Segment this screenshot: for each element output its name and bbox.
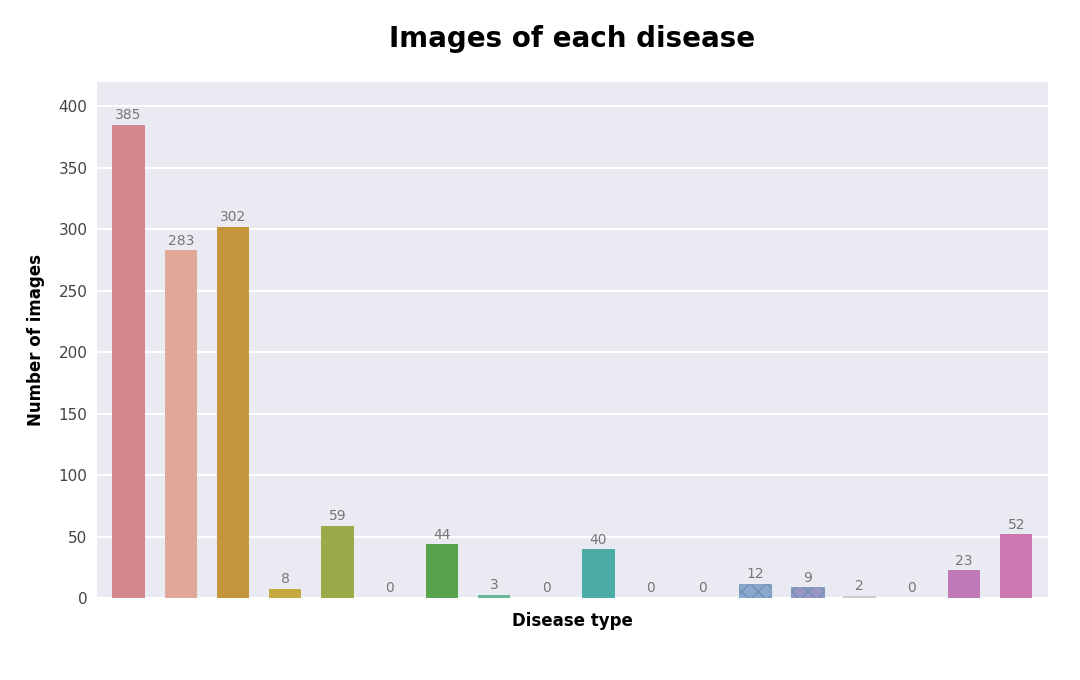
Bar bbox=[321, 526, 353, 598]
Text: 0: 0 bbox=[699, 581, 707, 595]
Text: 59: 59 bbox=[328, 509, 347, 524]
Text: 40: 40 bbox=[590, 532, 607, 547]
Bar bbox=[948, 570, 981, 598]
Text: 44: 44 bbox=[433, 528, 450, 542]
Text: 2: 2 bbox=[855, 579, 864, 594]
Bar bbox=[792, 588, 824, 598]
Bar bbox=[426, 544, 458, 598]
Text: 385: 385 bbox=[116, 108, 141, 122]
Text: 23: 23 bbox=[956, 554, 973, 568]
Text: 52: 52 bbox=[1008, 518, 1025, 532]
Bar bbox=[739, 583, 771, 598]
Bar bbox=[164, 250, 197, 598]
Text: 0: 0 bbox=[386, 581, 394, 595]
Text: 302: 302 bbox=[220, 210, 246, 224]
Text: 0: 0 bbox=[542, 581, 551, 595]
Bar bbox=[1000, 534, 1032, 598]
Text: 0: 0 bbox=[646, 581, 656, 595]
Bar bbox=[582, 549, 615, 598]
Text: 3: 3 bbox=[489, 578, 499, 592]
Bar bbox=[477, 595, 510, 598]
Y-axis label: Number of images: Number of images bbox=[27, 254, 44, 426]
Title: Images of each disease: Images of each disease bbox=[389, 25, 756, 53]
Bar bbox=[269, 589, 301, 598]
Text: 9: 9 bbox=[802, 571, 812, 585]
Text: 0: 0 bbox=[907, 581, 916, 595]
Bar bbox=[843, 596, 876, 598]
Bar bbox=[217, 227, 249, 598]
Text: 8: 8 bbox=[281, 572, 289, 586]
Bar bbox=[112, 124, 145, 598]
Text: 283: 283 bbox=[167, 234, 194, 248]
X-axis label: Disease type: Disease type bbox=[512, 612, 633, 630]
Text: 12: 12 bbox=[746, 567, 764, 581]
